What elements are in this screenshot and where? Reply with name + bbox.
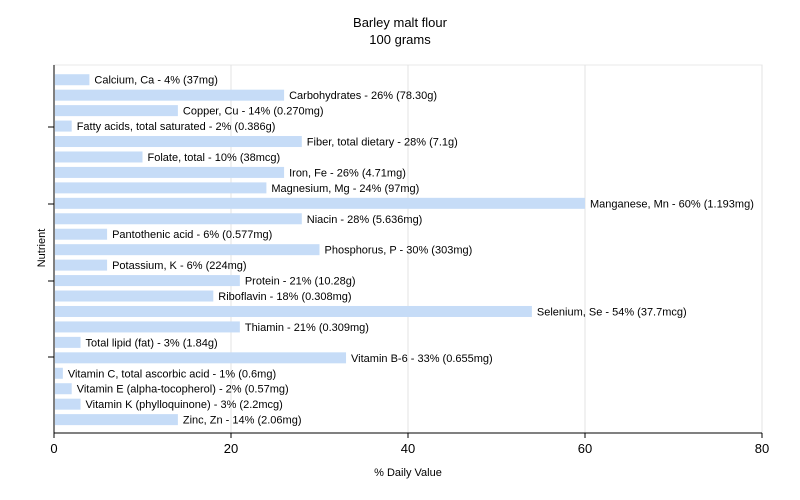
bar-label-1: Carbohydrates - 26% (78.30g): [289, 90, 437, 102]
bar-label-19: Vitamin C, total ascorbic acid - 1% (0.6…: [68, 368, 276, 380]
bar-14: [55, 290, 214, 302]
bar-12: [55, 259, 108, 271]
bar-label-9: Niacin - 28% (5.636mg): [307, 214, 423, 226]
bar-label-18: Vitamin B-6 - 33% (0.655mg): [351, 353, 493, 365]
x-tick-labels: 0 20 40 60 80: [50, 441, 769, 456]
bar-9: [55, 213, 302, 225]
bar-label-6: Iron, Fe - 26% (4.71mg): [289, 167, 406, 179]
bar-5: [55, 151, 143, 163]
bar-label-10: Pantothenic acid - 6% (0.577mg): [112, 229, 272, 241]
bar-label-22: Zinc, Zn - 14% (2.06mg): [183, 415, 302, 427]
chart-subtitle: 100 grams: [369, 32, 431, 47]
x-tick-label-0: 0: [50, 441, 57, 456]
bar-label-3: Fatty acids, total saturated - 2% (0.386…: [77, 121, 276, 133]
bar-label-21: Vitamin K (phylloquinone) - 3% (2.2mcg): [86, 399, 283, 411]
x-tick-label-4: 80: [755, 441, 769, 456]
bar-label-17: Total lipid (fat) - 3% (1.84g): [86, 337, 218, 349]
bar-16: [55, 321, 240, 333]
bar-4: [55, 136, 302, 148]
bar-label-0: Calcium, Ca - 4% (37mg): [94, 75, 217, 87]
bar-2: [55, 105, 178, 117]
bar-label-11: Phosphorus, P - 30% (303mg): [325, 245, 473, 257]
bar-11: [55, 244, 320, 256]
bar-label-8: Manganese, Mn - 60% (1.193mg): [590, 198, 754, 210]
x-tick-label-1: 20: [224, 441, 238, 456]
bars: [55, 74, 585, 426]
bar-19: [55, 367, 63, 379]
bar-label-4: Fiber, total dietary - 28% (7.1g): [307, 137, 458, 149]
x-tick-label-2: 40: [401, 441, 415, 456]
bar-label-2: Copper, Cu - 14% (0.270mg): [183, 106, 324, 118]
bar-label-13: Protein - 21% (10.28g): [245, 276, 356, 288]
bar-20: [55, 383, 72, 395]
bar-21: [55, 398, 81, 410]
axes: [48, 65, 763, 438]
bar-label-5: Folate, total - 10% (38mcg): [148, 152, 281, 164]
bar-label-15: Selenium, Se - 54% (37.7mcg): [537, 306, 687, 318]
bar-8: [55, 197, 585, 209]
bar-17: [55, 336, 81, 348]
x-tick-label-3: 60: [578, 441, 592, 456]
bar-10: [55, 228, 108, 240]
chart-title: Barley malt flour: [353, 15, 448, 30]
bar-label-12: Potassium, K - 6% (224mg): [112, 260, 247, 272]
bar-label-16: Thiamin - 21% (0.309mg): [245, 322, 369, 334]
bar-label-14: Riboflavin - 18% (0.308mg): [218, 291, 351, 303]
y-axis-label: Nutrient: [36, 229, 48, 268]
bar-22: [55, 414, 178, 426]
x-axis-label: % Daily Value: [374, 467, 442, 479]
bar-0: [55, 74, 90, 86]
bar-7: [55, 182, 267, 194]
bar-label-20: Vitamin E (alpha-tocopherol) - 2% (0.57m…: [77, 384, 289, 396]
bar-3: [55, 120, 72, 132]
bar-6: [55, 166, 285, 178]
bar-18: [55, 352, 347, 364]
bar-label-7: Magnesium, Mg - 24% (97mg): [271, 183, 419, 195]
bar-1: [55, 89, 285, 101]
bar-labels: Calcium, Ca - 4% (37mg) Carbohydrates - 2…: [68, 75, 754, 427]
bar-15: [55, 305, 532, 317]
bar-13: [55, 275, 240, 287]
